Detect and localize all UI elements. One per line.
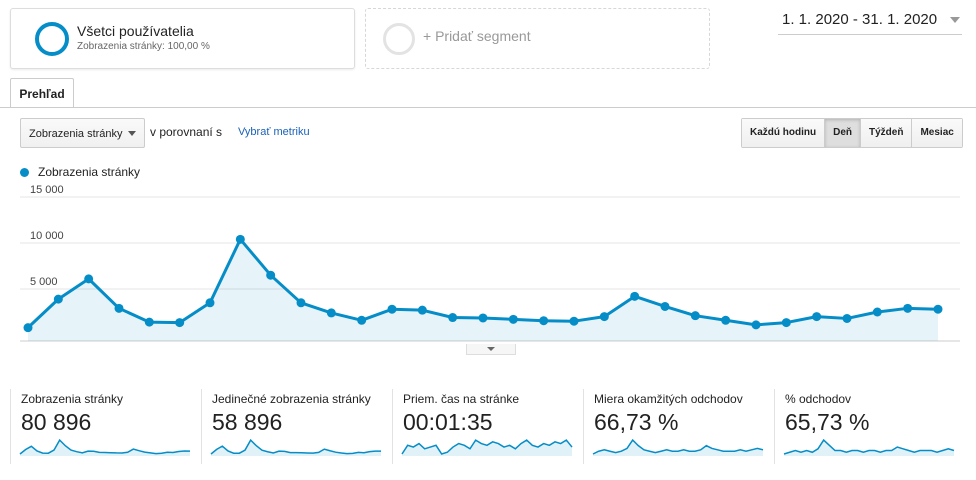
scorecard-label: Miera okamžitých odchodov bbox=[594, 392, 743, 406]
data-point[interactable] bbox=[357, 315, 367, 325]
data-point[interactable] bbox=[751, 320, 761, 330]
data-point[interactable] bbox=[721, 315, 731, 325]
data-point[interactable] bbox=[933, 304, 943, 314]
sparkline-line bbox=[592, 438, 764, 455]
data-point[interactable] bbox=[144, 317, 154, 327]
sparkline-line bbox=[19, 438, 191, 455]
collapse-chart-button[interactable] bbox=[466, 344, 516, 355]
data-point[interactable] bbox=[53, 294, 63, 304]
data-point[interactable] bbox=[599, 312, 609, 322]
scorecard-value: 80 896 bbox=[21, 409, 92, 435]
sparkline-area bbox=[593, 440, 763, 456]
data-point[interactable] bbox=[417, 305, 427, 315]
sparkline-line bbox=[783, 438, 955, 455]
chevron-down-icon bbox=[128, 131, 136, 136]
data-point[interactable] bbox=[235, 234, 245, 244]
y-tick-label: 5 000 bbox=[30, 276, 58, 288]
sparkline-area bbox=[20, 440, 190, 456]
date-range-picker[interactable]: 1. 1. 2020 - 31. 1. 2020 bbox=[778, 10, 962, 35]
sparkline bbox=[19, 438, 191, 456]
y-tick-label: 15 000 bbox=[30, 185, 64, 196]
scorecard-exit-rate[interactable]: % odchodov 65,73 % bbox=[774, 389, 960, 464]
chevron-down-icon bbox=[487, 347, 495, 351]
sparkline-area bbox=[784, 440, 954, 456]
data-point[interactable] bbox=[296, 298, 306, 308]
sparkline bbox=[592, 438, 764, 456]
y-tick-label: 10 000 bbox=[30, 230, 64, 242]
data-point[interactable] bbox=[23, 323, 33, 333]
segment-placeholder-icon bbox=[383, 23, 415, 55]
add-segment-label: + Pridať segment bbox=[423, 28, 531, 44]
data-point[interactable] bbox=[903, 303, 913, 313]
data-point[interactable] bbox=[872, 307, 882, 317]
scorecard-avg-time[interactable]: Priem. čas na stránke 00:01:35 bbox=[392, 389, 578, 464]
data-point[interactable] bbox=[84, 274, 94, 284]
pick-metric-link[interactable]: Vybrať metriku bbox=[238, 126, 310, 138]
data-point[interactable] bbox=[539, 316, 549, 326]
granularity-buttons: Každú hodinu Deň Týždeň Mesiac bbox=[741, 118, 963, 148]
data-point[interactable] bbox=[387, 304, 397, 314]
scorecard-label: Jedinečné zobrazenia stránky bbox=[212, 392, 371, 406]
data-point[interactable] bbox=[114, 303, 124, 313]
data-point[interactable] bbox=[175, 318, 185, 328]
segment-all-users[interactable]: Všetci používatelia Zobrazenia stránky: … bbox=[10, 8, 355, 69]
sparkline-area bbox=[211, 440, 381, 456]
granularity-day-button[interactable]: Deň bbox=[824, 119, 861, 147]
add-segment-button[interactable]: + Pridať segment bbox=[365, 8, 710, 69]
sparkline bbox=[210, 438, 381, 456]
tab-divider bbox=[0, 107, 976, 108]
data-point[interactable] bbox=[781, 318, 791, 328]
scorecard-bounce-rate[interactable]: Miera okamžitých odchodov 66,73 % bbox=[583, 389, 769, 464]
data-point[interactable] bbox=[690, 311, 700, 321]
chevron-down-icon bbox=[950, 17, 960, 23]
sparkline-area bbox=[402, 440, 572, 456]
data-point[interactable] bbox=[630, 291, 640, 301]
scorecard-value: 58 896 bbox=[212, 409, 283, 435]
data-point[interactable] bbox=[448, 313, 458, 323]
tab-overview[interactable]: Prehľad bbox=[10, 78, 74, 107]
data-point[interactable] bbox=[205, 298, 215, 308]
data-point[interactable] bbox=[842, 313, 852, 323]
date-range-text: 1. 1. 2020 - 31. 1. 2020 bbox=[782, 11, 938, 28]
data-point[interactable] bbox=[812, 312, 822, 322]
metric-select-value: Zobrazenia stránky bbox=[29, 128, 123, 140]
sparkline-line bbox=[401, 439, 573, 455]
scorecard-value: 00:01:35 bbox=[403, 409, 493, 435]
data-point[interactable] bbox=[266, 270, 276, 280]
scorecard-pageviews[interactable]: Zobrazenia stránky 80 896 bbox=[10, 389, 196, 464]
granularity-month-button[interactable]: Mesiac bbox=[911, 119, 962, 147]
scorecard-unique-pageviews[interactable]: Jedinečné zobrazenia stránky 58 896 bbox=[201, 389, 387, 464]
series-area bbox=[28, 239, 938, 341]
sparkline-line bbox=[210, 438, 381, 455]
data-point[interactable] bbox=[569, 316, 579, 326]
scorecard-label: % odchodov bbox=[785, 392, 852, 406]
scorecard-label: Zobrazenia stránky bbox=[21, 392, 124, 406]
legend-marker bbox=[20, 168, 29, 177]
scorecard-label: Priem. čas na stránke bbox=[403, 392, 520, 406]
segment-ring-icon bbox=[35, 22, 69, 56]
scorecard-value: 65,73 % bbox=[785, 409, 870, 435]
scorecard-value: 66,73 % bbox=[594, 409, 679, 435]
compare-text: v porovnaní s bbox=[150, 125, 223, 139]
segment-subtitle: Zobrazenia stránky: 100,00 % bbox=[77, 41, 210, 52]
granularity-week-button[interactable]: Týždeň bbox=[860, 119, 912, 147]
legend-label: Zobrazenia stránky bbox=[38, 165, 141, 179]
data-point[interactable] bbox=[508, 314, 518, 324]
data-point[interactable] bbox=[326, 308, 336, 318]
sparkline bbox=[783, 438, 955, 456]
sparkline bbox=[401, 439, 573, 456]
segment-title: Všetci používatelia bbox=[77, 23, 194, 39]
data-point[interactable] bbox=[660, 301, 670, 311]
granularity-hourly-button[interactable]: Každú hodinu bbox=[742, 119, 825, 147]
metric-select[interactable]: Zobrazenia stránky bbox=[20, 118, 145, 148]
data-point[interactable] bbox=[478, 313, 488, 323]
